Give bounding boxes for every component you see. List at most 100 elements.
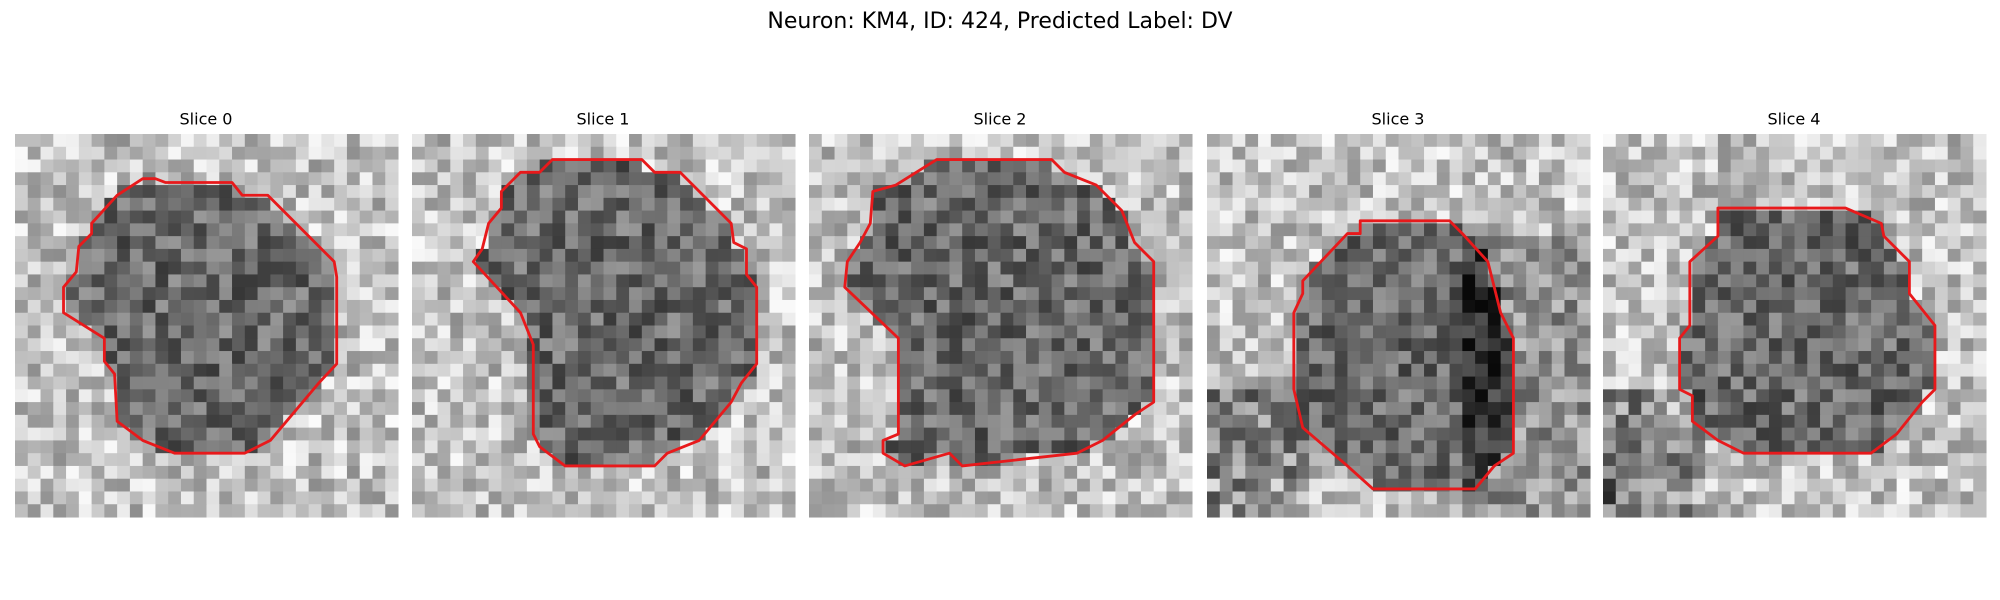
pixel xyxy=(308,185,322,199)
pixel xyxy=(1424,134,1438,148)
pixel xyxy=(1000,197,1014,212)
pixel xyxy=(1551,440,1565,454)
pixel xyxy=(346,351,361,365)
pixel xyxy=(1564,376,1578,390)
pixel xyxy=(1743,223,1757,237)
pixel xyxy=(1934,453,1949,467)
pixel xyxy=(577,414,592,429)
pixel xyxy=(1102,351,1116,365)
pixel xyxy=(104,146,118,161)
pixel xyxy=(1692,197,1706,212)
pixel xyxy=(1051,440,1065,454)
pixel xyxy=(40,389,54,403)
pixel xyxy=(834,414,848,429)
pixel xyxy=(1858,159,1872,173)
pixel xyxy=(1603,453,1617,467)
pixel xyxy=(1513,274,1527,288)
pixel xyxy=(1372,414,1387,429)
pixel xyxy=(1245,223,1259,237)
pixel xyxy=(1603,172,1617,186)
pixel xyxy=(1207,236,1221,250)
pixel xyxy=(769,146,783,161)
pixel xyxy=(155,223,169,237)
pixel xyxy=(1794,185,1808,199)
pixel xyxy=(1064,261,1078,275)
pixel xyxy=(1960,338,1974,352)
pixel xyxy=(1768,389,1783,403)
pixel xyxy=(232,478,246,492)
pixel xyxy=(1102,376,1116,390)
pixel xyxy=(91,274,105,288)
pixel xyxy=(1730,376,1744,390)
pixel xyxy=(1909,197,1923,212)
pixel xyxy=(539,453,553,467)
pixel xyxy=(1896,185,1910,199)
pixel xyxy=(718,299,732,314)
pixel xyxy=(295,210,310,224)
pixel xyxy=(1424,236,1438,250)
pixel xyxy=(1089,453,1104,467)
pixel xyxy=(66,338,80,352)
pixel xyxy=(1692,402,1706,416)
pixel xyxy=(1832,261,1847,275)
pixel xyxy=(321,274,335,288)
pixel xyxy=(117,427,131,441)
pixel xyxy=(1500,338,1514,352)
pixel xyxy=(987,299,1002,314)
pixel xyxy=(142,299,156,314)
pixel xyxy=(1832,325,1847,339)
pixel xyxy=(1820,414,1834,429)
pixel xyxy=(756,146,770,161)
pixel xyxy=(718,491,732,505)
pixel xyxy=(1245,325,1259,339)
pixel xyxy=(1334,351,1348,365)
pixel xyxy=(475,197,490,212)
pixel xyxy=(1424,146,1438,161)
pixel xyxy=(1551,236,1565,250)
pixel xyxy=(501,261,515,275)
pixel xyxy=(385,223,399,237)
pixel xyxy=(78,210,93,224)
pixel xyxy=(270,325,284,339)
pixel xyxy=(1615,299,1630,314)
pixel xyxy=(1603,287,1617,301)
pixel xyxy=(539,210,553,224)
pixel xyxy=(219,338,233,352)
pixel xyxy=(1115,453,1129,467)
pixel xyxy=(1538,159,1553,173)
pixel xyxy=(1807,299,1821,314)
pixel xyxy=(412,440,426,454)
pixel xyxy=(1820,453,1834,467)
pixel xyxy=(385,414,399,429)
pixel xyxy=(1922,427,1936,441)
pixel xyxy=(1166,465,1180,480)
pixel xyxy=(1730,312,1744,327)
pixel xyxy=(1641,236,1655,250)
pixel xyxy=(475,146,490,161)
pixel xyxy=(860,325,874,339)
pixel xyxy=(257,376,271,390)
pixel xyxy=(1756,223,1770,237)
pixel xyxy=(1270,351,1285,365)
pixel xyxy=(270,338,284,352)
pixel xyxy=(1000,440,1014,454)
pixel xyxy=(27,287,42,301)
pixel xyxy=(1807,414,1821,429)
pixel xyxy=(616,197,630,212)
pixel xyxy=(872,376,887,390)
pixel xyxy=(1360,389,1374,403)
pixel xyxy=(104,248,118,263)
pixel xyxy=(27,402,42,416)
pixel xyxy=(539,287,553,301)
pixel xyxy=(1270,427,1285,441)
pixel xyxy=(257,402,271,416)
pixel xyxy=(78,312,93,327)
pixel xyxy=(1038,261,1053,275)
pixel xyxy=(1538,274,1553,288)
pixel xyxy=(1705,172,1719,186)
pixel xyxy=(1385,185,1400,199)
pixel xyxy=(885,363,899,378)
pixel xyxy=(782,236,796,250)
pixel xyxy=(1232,287,1246,301)
pixel xyxy=(590,223,605,237)
